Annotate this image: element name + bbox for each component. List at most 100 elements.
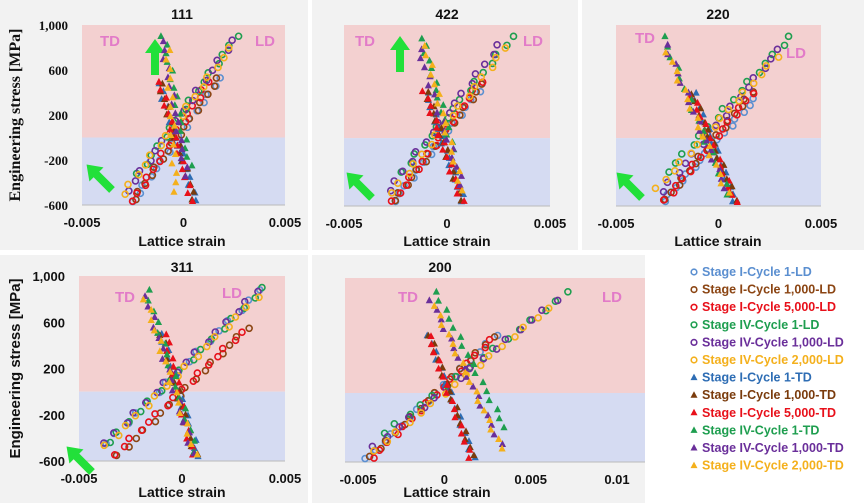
data-point (428, 61, 436, 68)
data-point (519, 323, 527, 332)
data-point (212, 74, 221, 82)
ld-annotation: LD (786, 45, 806, 62)
data-point (453, 162, 461, 170)
data-point (457, 421, 466, 429)
data-point (420, 63, 429, 71)
data-point (476, 348, 484, 356)
data-point (662, 175, 670, 184)
circle-marker-icon (690, 286, 698, 294)
data-point (210, 82, 219, 90)
data-point (150, 326, 158, 334)
green-arrow-icon (86, 164, 115, 193)
data-point (492, 53, 500, 62)
data-point (391, 196, 400, 205)
data-point (234, 32, 243, 41)
data-point (706, 134, 714, 142)
data-point (172, 178, 180, 186)
data-point (228, 36, 236, 44)
data-point (184, 189, 192, 197)
data-point (534, 314, 542, 322)
data-point (509, 32, 518, 41)
data-point (425, 296, 433, 304)
data-point (100, 441, 109, 450)
data-point (391, 428, 400, 436)
data-point (437, 124, 445, 131)
panel-111: 111 Lattice strain -0.005 0 0.005 1,000 600 200… (0, 0, 308, 250)
data-point (121, 190, 129, 198)
data-point (160, 46, 169, 54)
data-point (430, 302, 438, 309)
data-point (135, 167, 144, 175)
series-stage-iv-cycle-2-000-td (421, 41, 466, 194)
data-point (147, 305, 155, 313)
panel-311: 311 Lattice strain -0.005 0 0.005 1,000 600 200… (0, 255, 308, 503)
data-point (427, 150, 436, 159)
data-point (231, 313, 240, 321)
data-point (227, 314, 235, 323)
data-point (416, 54, 425, 62)
data-point (211, 328, 220, 336)
data-point (131, 177, 140, 185)
data-point (483, 387, 491, 395)
data-point (724, 105, 733, 114)
data-point (175, 398, 183, 406)
data-point (465, 92, 474, 101)
circle-marker-icon (690, 303, 698, 311)
data-point (695, 126, 704, 134)
data-point (707, 155, 716, 163)
data-point (439, 109, 447, 117)
x-axis-label: Lattice strain (403, 484, 490, 500)
data-point (182, 102, 190, 111)
data-point (184, 96, 193, 105)
data-point (460, 197, 468, 204)
data-point (437, 311, 445, 319)
panel-422: 422 Lattice strain -0.005 0 0.005 TD LD (312, 0, 578, 250)
data-point (464, 351, 472, 358)
panel-title: 422 (435, 6, 459, 22)
data-point (504, 335, 513, 343)
data-point (176, 109, 185, 117)
data-point (238, 328, 246, 336)
data-point (659, 196, 668, 204)
data-point (156, 85, 164, 93)
data-point (734, 103, 743, 112)
data-point (193, 450, 201, 458)
panel-200: 200 Lattice strain -0.005 0 0.005 0.01 TD LD (312, 255, 645, 503)
data-point (120, 442, 129, 451)
data-point (501, 335, 510, 344)
data-point (157, 336, 165, 344)
data-point (225, 341, 234, 350)
x-axis-label: Lattice strain (138, 484, 225, 500)
data-point (784, 32, 793, 41)
data-point (180, 362, 188, 371)
data-point (214, 63, 222, 72)
data-point (692, 88, 700, 96)
data-point (183, 153, 191, 160)
y-tick-label: -200 (44, 153, 68, 168)
ld-annotation: LD (222, 285, 242, 302)
x-tick-label: 0.005 (805, 216, 838, 231)
data-point (757, 70, 766, 79)
data-point (181, 404, 190, 412)
data-point (671, 159, 680, 167)
x-tick-label: 0.005 (269, 471, 302, 486)
data-point (163, 40, 171, 48)
data-point (697, 104, 705, 112)
data-point (490, 430, 498, 438)
green-arrow-icon (346, 172, 375, 201)
ld-annotation: LD (255, 33, 275, 50)
data-point (114, 431, 123, 440)
data-point (387, 197, 396, 205)
data-point (216, 74, 224, 82)
data-point (715, 132, 724, 140)
data-point (398, 167, 407, 176)
data-point (110, 450, 119, 459)
series-stage-i-cycle-5-000-ld (659, 89, 758, 204)
data-point (202, 342, 211, 351)
triangle-marker-icon (690, 373, 698, 381)
data-point (176, 409, 184, 417)
data-point (749, 89, 758, 98)
data-point (433, 108, 441, 116)
data-point (365, 452, 374, 461)
data-point (158, 355, 167, 362)
